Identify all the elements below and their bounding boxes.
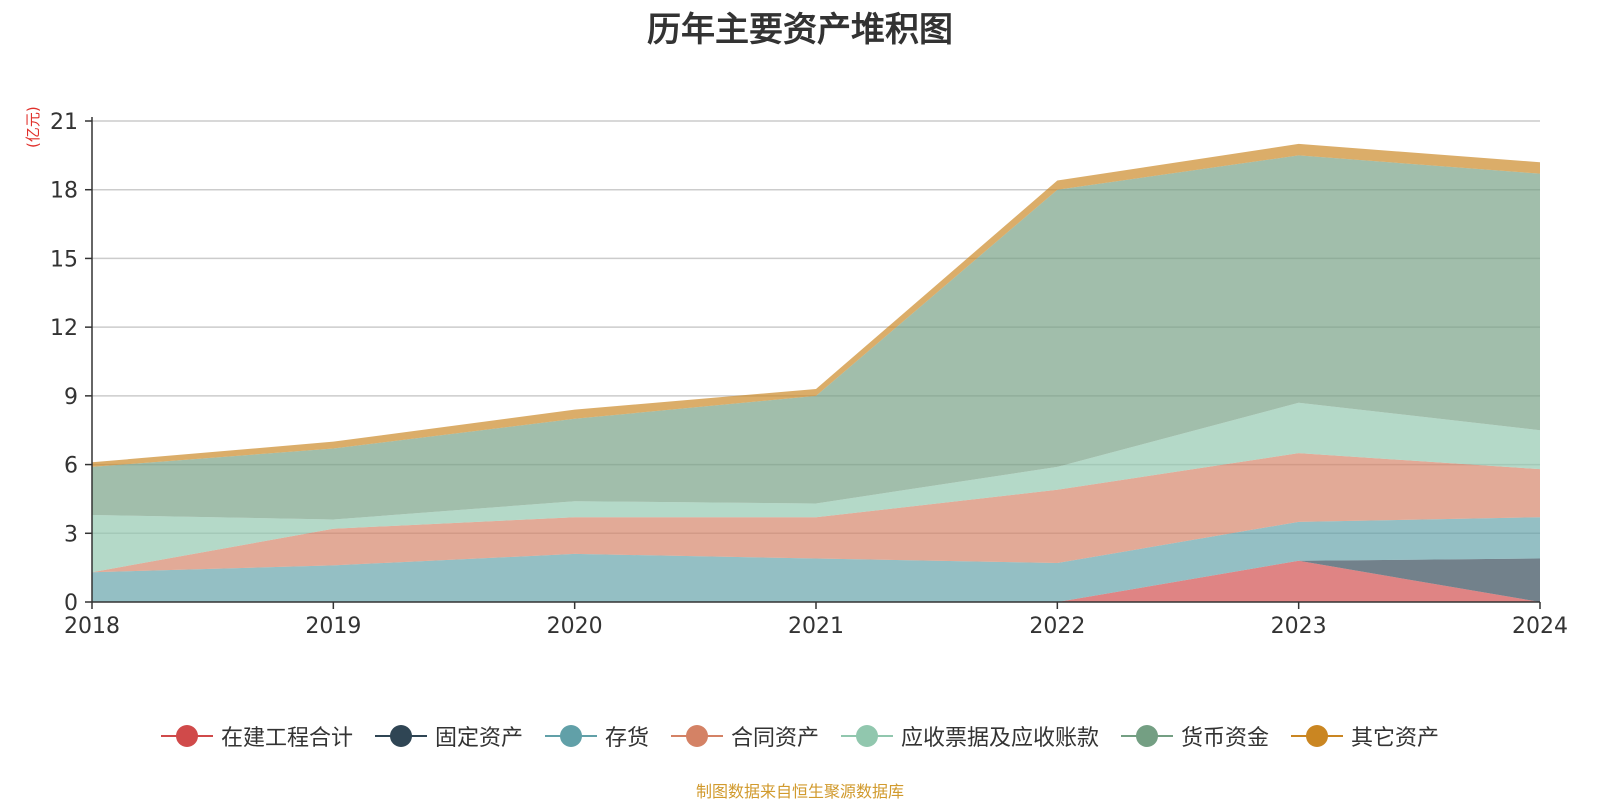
legend-label: 合同资产 [730,726,819,751]
y-tick-label: 18 [50,179,78,204]
legend-label: 其它资产 [1351,726,1440,751]
legend: 在建工程合计 固定资产 存货 合同资产 应收票据及应收账款 货币资金 其它资产 [0,720,1600,752]
legend-marker-icon [1291,723,1344,749]
area-series-4 [92,402,1540,573]
y-tick-label: 15 [50,247,78,272]
legend-label: 存货 [604,726,649,751]
y-tick-label: 6 [64,454,78,479]
legend-marker-icon [1121,723,1174,749]
legend-label: 货币资金 [1181,726,1270,751]
legend-item[interactable]: 合同资产 [670,720,819,752]
legend-marker-icon [670,723,723,749]
source-note: 制图数据来自恒生聚源数据库 [695,782,904,801]
area-series-1 [92,558,1540,602]
legend-item[interactable]: 在建工程合计 [160,720,353,752]
legend-label: 在建工程合计 [220,726,353,751]
legend-marker-icon [374,723,427,749]
legend-item[interactable]: 存货 [544,720,649,752]
axes [85,117,1541,609]
tick-labels: 0 3 6 9 12 15 18 21 2018 2019 2020 2021 2022 2023 2024 [50,110,1568,639]
y-tick-label: 3 [64,522,78,547]
legend-marker-icon [841,723,893,749]
legend-marker-icon [160,723,213,749]
legend-item[interactable]: 应收票据及应收账款 [841,720,1099,752]
y-tick-label: 0 [64,591,78,616]
y-tick-label: 12 [50,316,78,341]
x-tick-label: 2022 [1029,614,1085,639]
legend-label: 固定资产 [434,726,523,751]
legend-item[interactable]: 货币资金 [1121,720,1269,752]
legend-label: 应收票据及应收账款 [901,726,1100,751]
legend-marker-icon [544,723,597,749]
area-series [92,143,1540,602]
legend-item[interactable]: 其它资产 [1291,720,1439,752]
y-tick-label: 21 [50,110,78,135]
y-tick-label: 9 [64,385,78,410]
x-tick-label: 2021 [788,614,844,639]
x-tick-label: 2023 [1271,614,1327,639]
area-series-5 [92,155,1540,520]
legend-item[interactable]: 固定资产 [374,720,523,752]
stacked-area-chart: 0 3 6 9 12 15 18 21 2018 2019 2020 2021 2022 2023 2024 [50,110,1568,639]
x-tick-label: 2020 [547,614,603,639]
area-series-3 [92,453,1540,573]
chart-title: 历年主要资产堆积图 [647,10,953,50]
x-tick-label: 2019 [305,614,361,639]
x-tick-label: 2018 [64,614,120,639]
x-tick-label: 2024 [1512,614,1568,639]
area-series-0 [92,560,1540,602]
area-series-2 [92,517,1540,602]
